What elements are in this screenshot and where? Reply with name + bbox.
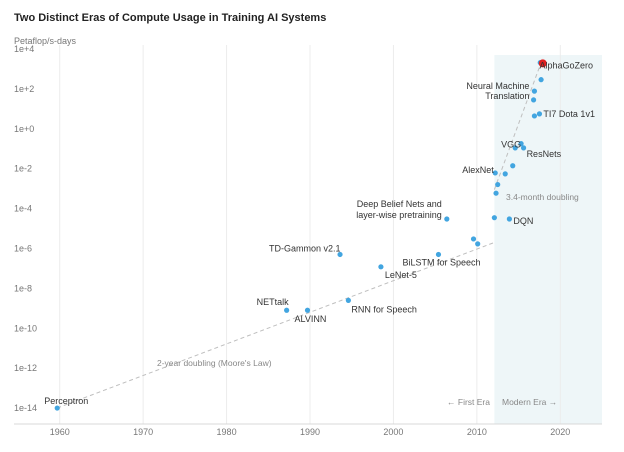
data-point: [502, 171, 508, 177]
data-point: [510, 163, 516, 169]
x-tick-label: 2020: [550, 427, 570, 437]
trend-label: 3.4-month doubling: [506, 192, 579, 202]
data-point: [531, 88, 538, 94]
first-era-label: ← First Era: [447, 397, 490, 407]
data-point: [54, 405, 60, 411]
data-point: [495, 181, 501, 188]
x-tick-label: 1980: [217, 427, 237, 437]
y-tick-label: 1e-6: [14, 243, 32, 253]
y-tick-label: 1e+0: [14, 124, 34, 134]
point-label: DQN: [513, 216, 533, 226]
y-tick-label: 1e-4: [14, 204, 32, 214]
data-point: [475, 241, 481, 247]
x-tick-label: 1960: [50, 427, 70, 437]
data-point: [284, 307, 290, 313]
data-point: [538, 59, 547, 68]
point-label: NETtalk: [257, 297, 290, 307]
data-point: [493, 190, 499, 196]
point-label: RNN for Speech: [351, 304, 417, 314]
data-point: [518, 141, 524, 147]
y-tick-label: 1e-8: [14, 283, 32, 293]
modern-era-shade: [494, 55, 602, 424]
data-point: [538, 77, 544, 83]
trend-lines: 2-year doubling (Moore's Law) 3.4-month d…: [57, 57, 579, 409]
point-label: LeNet-5: [385, 270, 417, 280]
point-label: VGG: [501, 140, 521, 150]
data-points: [54, 59, 547, 411]
x-axis-ticks: 1960 1970 1980 1990 2000 2010 2020: [50, 427, 571, 437]
point-label: Perceptron: [44, 396, 88, 406]
trend-line: [493, 57, 544, 190]
x-tick-label: 2000: [383, 427, 403, 437]
point-label: ALVINN: [294, 314, 326, 324]
y-tick-label: 1e-10: [14, 323, 37, 333]
data-point: [531, 113, 538, 119]
data-point: [512, 145, 518, 151]
data-point: [506, 216, 512, 222]
data-point: [470, 236, 477, 242]
point-label: Deep Belief Nets and layer-wise pretraini…: [356, 199, 442, 220]
trend-label: 2-year doubling (Moore's Law): [157, 358, 272, 368]
data-point: [378, 264, 384, 270]
data-point: [345, 297, 351, 303]
data-point: [491, 215, 497, 221]
point-labels: Perceptron NETtalk ALVINN TD-Gammon v2.1 RNN…: [44, 60, 595, 406]
data-point: [530, 97, 537, 103]
data-point: [304, 307, 311, 313]
point-label: ResNets: [527, 149, 562, 159]
trend-line: [57, 241, 495, 409]
point-label: AlphaGoZero: [539, 60, 593, 70]
y-axis-ticks: 1e+4 1e+2 1e+0 1e-2 1e-4 1e-6 1e-8 1e-10 1e-12 1e…: [14, 44, 37, 413]
y-tick-label: 1e-2: [14, 164, 32, 174]
point-label: TI7 Dota 1v1: [543, 109, 595, 119]
data-point: [435, 251, 442, 258]
data-point: [337, 251, 343, 258]
data-point: [520, 145, 527, 151]
data-point: [492, 170, 498, 176]
point-label: Neural Machine Translation: [466, 81, 529, 101]
y-tick-label: 1e+2: [14, 84, 34, 94]
grid-lines: [14, 45, 602, 425]
x-tick-label: 1970: [133, 427, 153, 437]
y-tick-label: 1e-12: [14, 363, 37, 373]
y-tick-label: 1e-14: [14, 403, 37, 413]
x-tick-label: 1990: [300, 427, 320, 437]
x-tick-label: 2010: [467, 427, 487, 437]
y-tick-label: 1e+4: [14, 44, 34, 54]
point-label: TD-Gammon v2.1: [269, 243, 341, 253]
y-axis-label: Petaflop/s-days: [14, 36, 77, 46]
era-labels: ← First Era Modern Era →: [447, 397, 557, 407]
modern-era-label: Modern Era →: [502, 397, 557, 407]
chart-title: Two Distinct Eras of Compute Usage in Tr…: [14, 12, 327, 24]
point-label: BiLSTM for Speech: [402, 257, 480, 267]
point-label: AlexNet: [462, 165, 494, 175]
data-point: [444, 216, 450, 222]
data-point: [536, 111, 543, 117]
